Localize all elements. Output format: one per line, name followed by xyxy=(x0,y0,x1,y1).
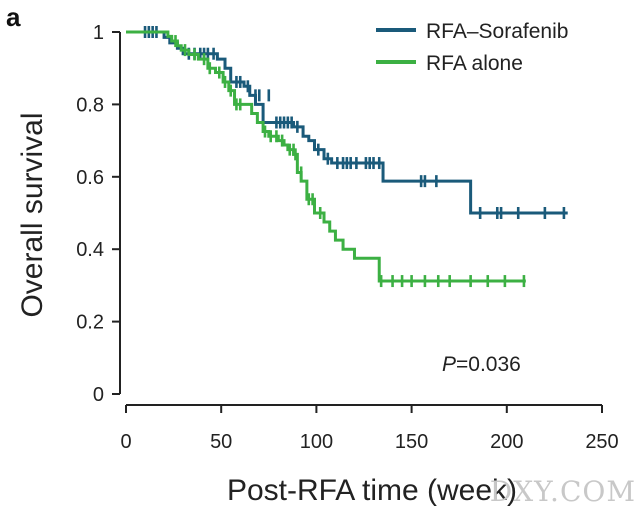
x-axis-title: Post-RFA time (week) xyxy=(227,474,517,507)
y-tick-label: 0.6 xyxy=(76,167,104,189)
x-tick-label: 100 xyxy=(300,431,333,453)
watermark: DXY.COM xyxy=(489,475,636,508)
x-tick-label: 0 xyxy=(120,431,131,453)
p-value-annotation: P=0.036 xyxy=(442,353,521,376)
y-tick-label: 0 xyxy=(93,384,104,406)
x-tick-label: 250 xyxy=(585,431,618,453)
y-axis-title: Overall survival xyxy=(16,112,49,317)
p-value-text: =0.036 xyxy=(456,353,521,376)
series-layer xyxy=(126,26,568,288)
panel-label: a xyxy=(6,2,21,32)
legend-label: RFA–Sorafenib xyxy=(426,20,568,43)
axes: 0 0.2 0.4 0.6 0.8 1 0 50 100 150 200 250 xyxy=(76,22,619,453)
legend-label: RFA alone xyxy=(426,52,523,75)
series-rfa-alone xyxy=(126,30,526,288)
y-tick-label: 0.2 xyxy=(76,312,104,334)
y-tick-label: 0.4 xyxy=(76,239,104,261)
y-tick-label: 1 xyxy=(93,22,104,44)
x-tick-label: 50 xyxy=(210,431,232,453)
x-tick-label: 200 xyxy=(490,431,523,453)
legend: RFA–Sorafenib RFA alone xyxy=(376,20,568,75)
x-tick-label: 150 xyxy=(395,431,428,453)
y-tick-label: 0.8 xyxy=(76,94,104,116)
p-value-symbol: P xyxy=(442,353,456,376)
